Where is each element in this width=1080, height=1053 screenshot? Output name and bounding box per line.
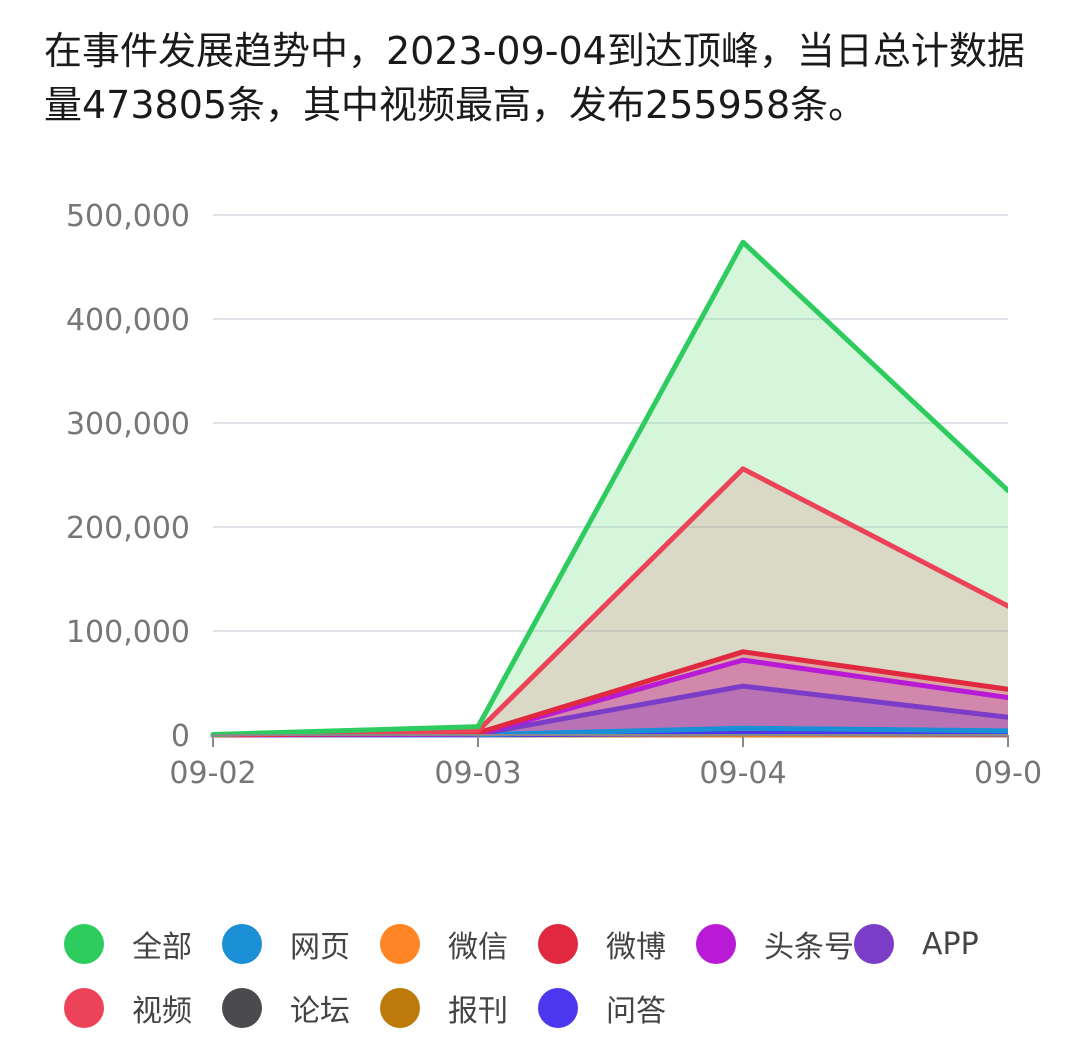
legend-label: APP (922, 926, 979, 962)
legend-label: 问答 (606, 994, 666, 1029)
legend-item[interactable]: 全部 (64, 912, 222, 976)
legend-item[interactable]: 网页 (222, 912, 380, 976)
legend-item[interactable]: 微信 (380, 912, 538, 976)
legend-item[interactable]: 问答 (538, 976, 696, 1040)
legend-label: 头条号 (764, 930, 854, 965)
legend-item[interactable]: 微博 (538, 912, 696, 976)
x-tick-label: 09-0 (974, 756, 1042, 791)
y-tick-label: 0 (171, 719, 190, 754)
legend-item[interactable]: 论坛 (222, 976, 380, 1040)
y-tick-label: 100,000 (66, 615, 190, 650)
legend-label: 网页 (290, 930, 350, 965)
legend-color-dot (854, 924, 894, 964)
legend-color-dot (64, 924, 104, 964)
legend-color-dot (380, 988, 420, 1028)
x-tick-label: 09-03 (434, 756, 521, 791)
legend-item[interactable]: 报刊 (380, 976, 538, 1040)
legend-item[interactable]: APP (854, 912, 1012, 976)
y-tick-label: 300,000 (66, 407, 190, 442)
y-tick-label: 200,000 (66, 511, 190, 546)
legend-color-dot (696, 924, 736, 964)
legend-label: 微博 (606, 930, 666, 965)
legend-row: 视频 论坛 报刊 问答 (64, 976, 1064, 1040)
legend-color-dot (64, 988, 104, 1028)
legend-color-dot (380, 924, 420, 964)
legend-row: 全部 网页 微信 微博 头条号 APP (64, 912, 1064, 976)
headline-summary: 在事件发展趋势中，2023-09-04到达顶峰，当日总计数据量473805条，其… (44, 29, 1025, 127)
y-tick-label: 500,000 (66, 199, 190, 234)
y-tick-label: 400,000 (66, 303, 190, 338)
legend-item[interactable]: 头条号 (696, 912, 854, 976)
legend-color-dot (538, 924, 578, 964)
legend-label: 全部 (132, 930, 192, 965)
legend-item[interactable]: 视频 (64, 976, 222, 1040)
legend-color-dot (538, 988, 578, 1028)
line-全部 (210, 239, 1008, 737)
legend-label: 报刊 (448, 994, 508, 1029)
x-tick-label: 09-02 (169, 756, 256, 791)
legend-label: 视频 (132, 994, 192, 1029)
legend-label: 论坛 (290, 994, 350, 1029)
chart-legend: 全部 网页 微信 微博 头条号 APP 视频 论坛 报刊 问答 (64, 912, 1064, 1040)
legend-label: 微信 (448, 930, 508, 965)
trend-area-chart: 0 100,000 200,000 300,000 400,000 500,000 09-0… (66, 199, 1042, 791)
legend-color-dot (222, 924, 262, 964)
plot-area (210, 239, 1008, 738)
legend-color-dot (222, 988, 262, 1028)
x-tick-label: 09-04 (699, 756, 786, 791)
